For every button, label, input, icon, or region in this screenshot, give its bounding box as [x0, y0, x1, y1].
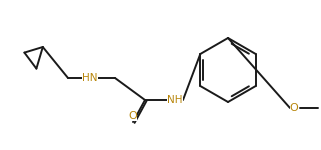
Text: O: O	[290, 103, 299, 113]
Text: NH: NH	[167, 95, 183, 105]
Text: O: O	[129, 111, 137, 121]
Text: HN: HN	[82, 73, 98, 83]
